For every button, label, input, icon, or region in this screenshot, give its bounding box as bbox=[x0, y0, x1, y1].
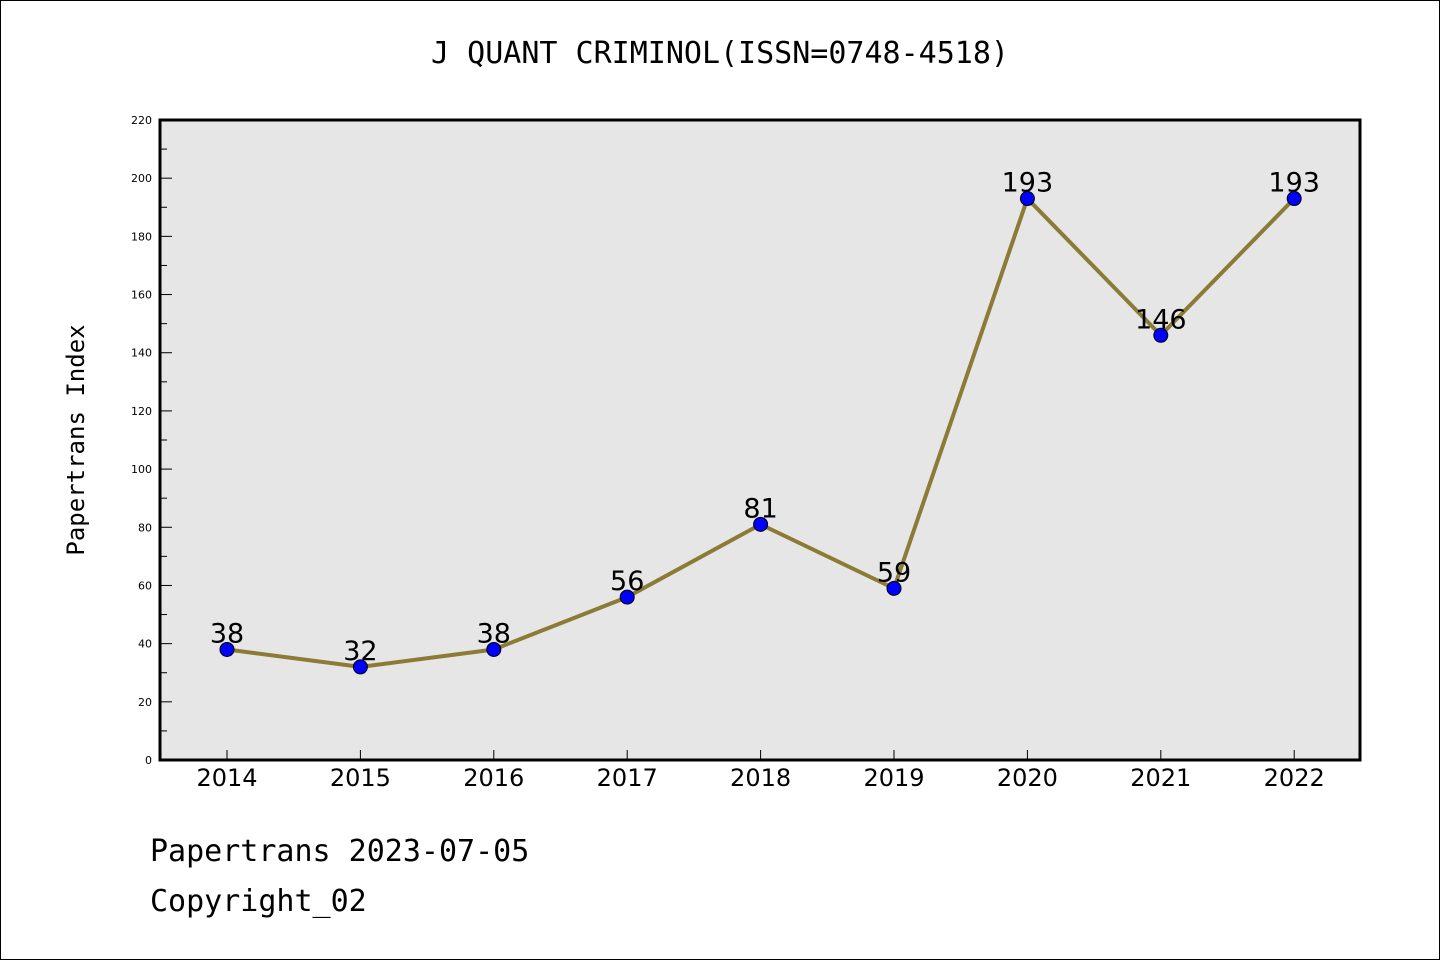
y-tick-label: 60 bbox=[138, 579, 152, 592]
footer-date: Papertrans 2023-07-05 bbox=[150, 834, 530, 869]
plot-frame bbox=[158, 118, 1362, 762]
data-label: 38 bbox=[210, 618, 244, 649]
y-tick-label: 20 bbox=[138, 696, 152, 709]
data-point bbox=[1153, 327, 1169, 343]
y-axis-label: Papertrans Index bbox=[62, 324, 90, 555]
x-tick-label: 2017 bbox=[597, 764, 658, 792]
data-label: 193 bbox=[1002, 168, 1054, 199]
y-tick-label: 0 bbox=[145, 754, 152, 767]
y-tick-label: 160 bbox=[131, 289, 152, 302]
y-tick-label: 140 bbox=[131, 347, 152, 360]
y-tick-label: 120 bbox=[131, 405, 152, 418]
y-tick-label: 40 bbox=[138, 638, 152, 651]
x-tick-label: 2015 bbox=[330, 764, 391, 792]
x-tick-label: 2016 bbox=[463, 764, 524, 792]
data-label: 193 bbox=[1268, 168, 1320, 199]
data-point bbox=[619, 589, 635, 605]
y-tick-label: 100 bbox=[131, 463, 152, 476]
y-tick-label: 200 bbox=[131, 172, 152, 185]
data-label: 32 bbox=[343, 636, 377, 667]
y-tick-label: 80 bbox=[138, 521, 152, 534]
plot-area bbox=[160, 120, 1360, 760]
y-tick-label: 220 bbox=[131, 114, 152, 127]
data-label: 56 bbox=[610, 566, 644, 597]
x-tick-label: 2022 bbox=[1264, 764, 1325, 792]
data-label: 59 bbox=[877, 557, 911, 588]
y-tick-label: 180 bbox=[131, 230, 152, 243]
data-point bbox=[219, 641, 235, 657]
data-label: 81 bbox=[743, 493, 777, 524]
data-point bbox=[886, 580, 902, 596]
data-point bbox=[753, 516, 769, 532]
x-tick-label: 2019 bbox=[863, 764, 924, 792]
data-point bbox=[1286, 191, 1302, 207]
data-point bbox=[486, 641, 502, 657]
x-tick-label: 2018 bbox=[730, 764, 791, 792]
data-point bbox=[1019, 191, 1035, 207]
x-tick-label: 2021 bbox=[1130, 764, 1191, 792]
chart-title: J QUANT CRIMINOL(ISSN=0748-4518) bbox=[431, 36, 1009, 71]
data-label: 146 bbox=[1135, 304, 1187, 335]
x-tick-label: 2020 bbox=[997, 764, 1058, 792]
data-label: 38 bbox=[477, 618, 511, 649]
footer-copyright: Copyright_02 bbox=[150, 884, 367, 919]
x-tick-label: 2014 bbox=[196, 764, 257, 792]
data-point bbox=[352, 659, 368, 675]
